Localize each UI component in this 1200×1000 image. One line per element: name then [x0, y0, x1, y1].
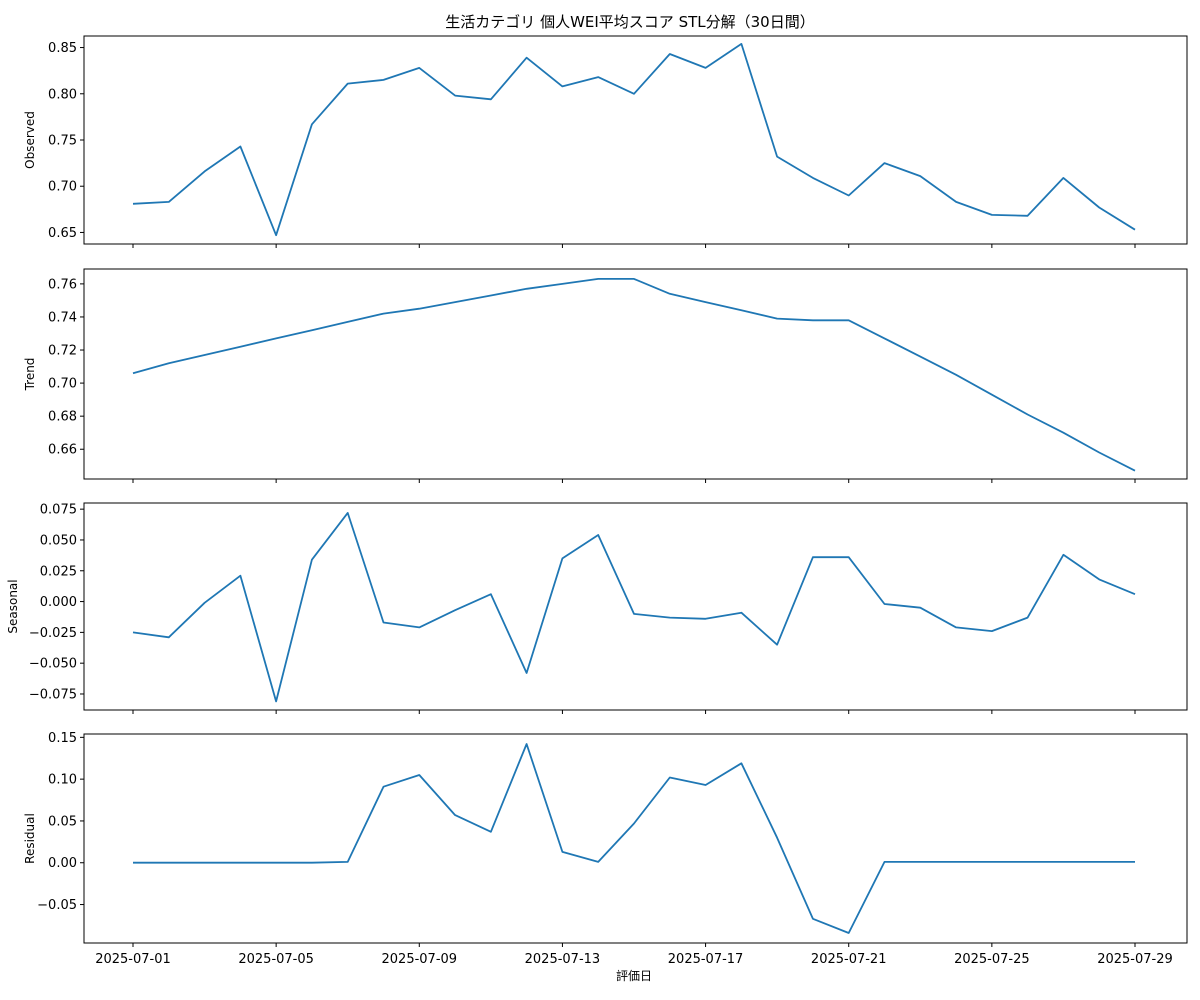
x-tick-label: 2025-07-09	[382, 952, 458, 967]
panel-trend: 0.66 0.68 0.70 0.72 0.74 0.76 Trend	[23, 268, 1188, 483]
x-axis-label: 評価日	[616, 968, 652, 983]
series-line-trend	[132, 277, 1136, 472]
x-tick-label: 2025-07-25	[954, 952, 1030, 967]
y-tick-label: 0.050	[40, 533, 77, 548]
x-tick-label: 2025-07-21	[811, 952, 887, 967]
panel-residual: 0.15 0.10 0.05 0.00 −0.05 Residual 2025-07-01 2…	[23, 731, 1188, 967]
y-tick-label: −0.075	[29, 687, 77, 702]
y-tick-label: −0.050	[29, 657, 77, 672]
figure-title: 生活カテゴリ 個人WEI平均スコア STL分解（30日間）	[445, 13, 814, 31]
y-tick-label: 0.70	[48, 180, 77, 195]
y-tick-label: −0.05	[37, 898, 77, 913]
y-tick-label: 0.66	[48, 443, 77, 458]
x-tick-label: 2025-07-01	[95, 952, 171, 967]
panel-frame	[83, 502, 1188, 711]
y-tick-label: 0.025	[40, 564, 77, 579]
series-line-observed	[132, 43, 1136, 237]
y-axis-label: Trend	[23, 358, 37, 392]
y-tick-label: 0.15	[48, 731, 77, 746]
y-axis-label: Observed	[23, 111, 37, 169]
panel-frame	[83, 268, 1188, 480]
y-tick-label: 0.72	[48, 344, 77, 359]
y-tick-label: 0.80	[48, 87, 77, 102]
y-tick-label: 0.075	[40, 503, 77, 518]
y-tick-label: 0.000	[40, 595, 77, 610]
y-tick-label: 0.76	[48, 277, 77, 292]
y-tick-label: 0.00	[48, 856, 77, 871]
panel-frame	[83, 733, 1188, 944]
y-tick-label: 0.68	[48, 410, 77, 425]
x-tick-label: 2025-07-13	[525, 952, 601, 967]
series-line-seasonal	[132, 512, 1136, 703]
x-tick-label: 2025-07-29	[1097, 952, 1173, 967]
y-axis-label: Residual	[23, 813, 37, 864]
chart-panels: 0.65 0.70 0.75 0.80 0.85 Observed 0.66 0.68 0.70…	[6, 35, 1188, 967]
x-tick-label: 2025-07-05	[238, 952, 314, 967]
x-tick-label: 2025-07-17	[668, 952, 744, 967]
y-tick-label: 0.85	[48, 41, 77, 56]
y-tick-label: 0.10	[48, 773, 77, 788]
y-tick-label: 0.70	[48, 377, 77, 392]
series-line-residual	[133, 743, 1135, 934]
panel-observed: 0.65 0.70 0.75 0.80 0.85 Observed	[23, 35, 1188, 248]
y-tick-label: 0.75	[48, 134, 77, 149]
y-tick-label: −0.025	[29, 626, 77, 641]
y-tick-label: 0.74	[48, 310, 77, 325]
y-tick-label: 0.65	[48, 226, 77, 241]
panel-seasonal: 0.075 0.050 0.025 0.000 −0.025 −0.050 −0.075 Se…	[6, 502, 1188, 714]
y-tick-label: 0.05	[48, 814, 77, 829]
y-axis-label: Seasonal	[6, 579, 20, 633]
panel-frame	[83, 35, 1188, 245]
